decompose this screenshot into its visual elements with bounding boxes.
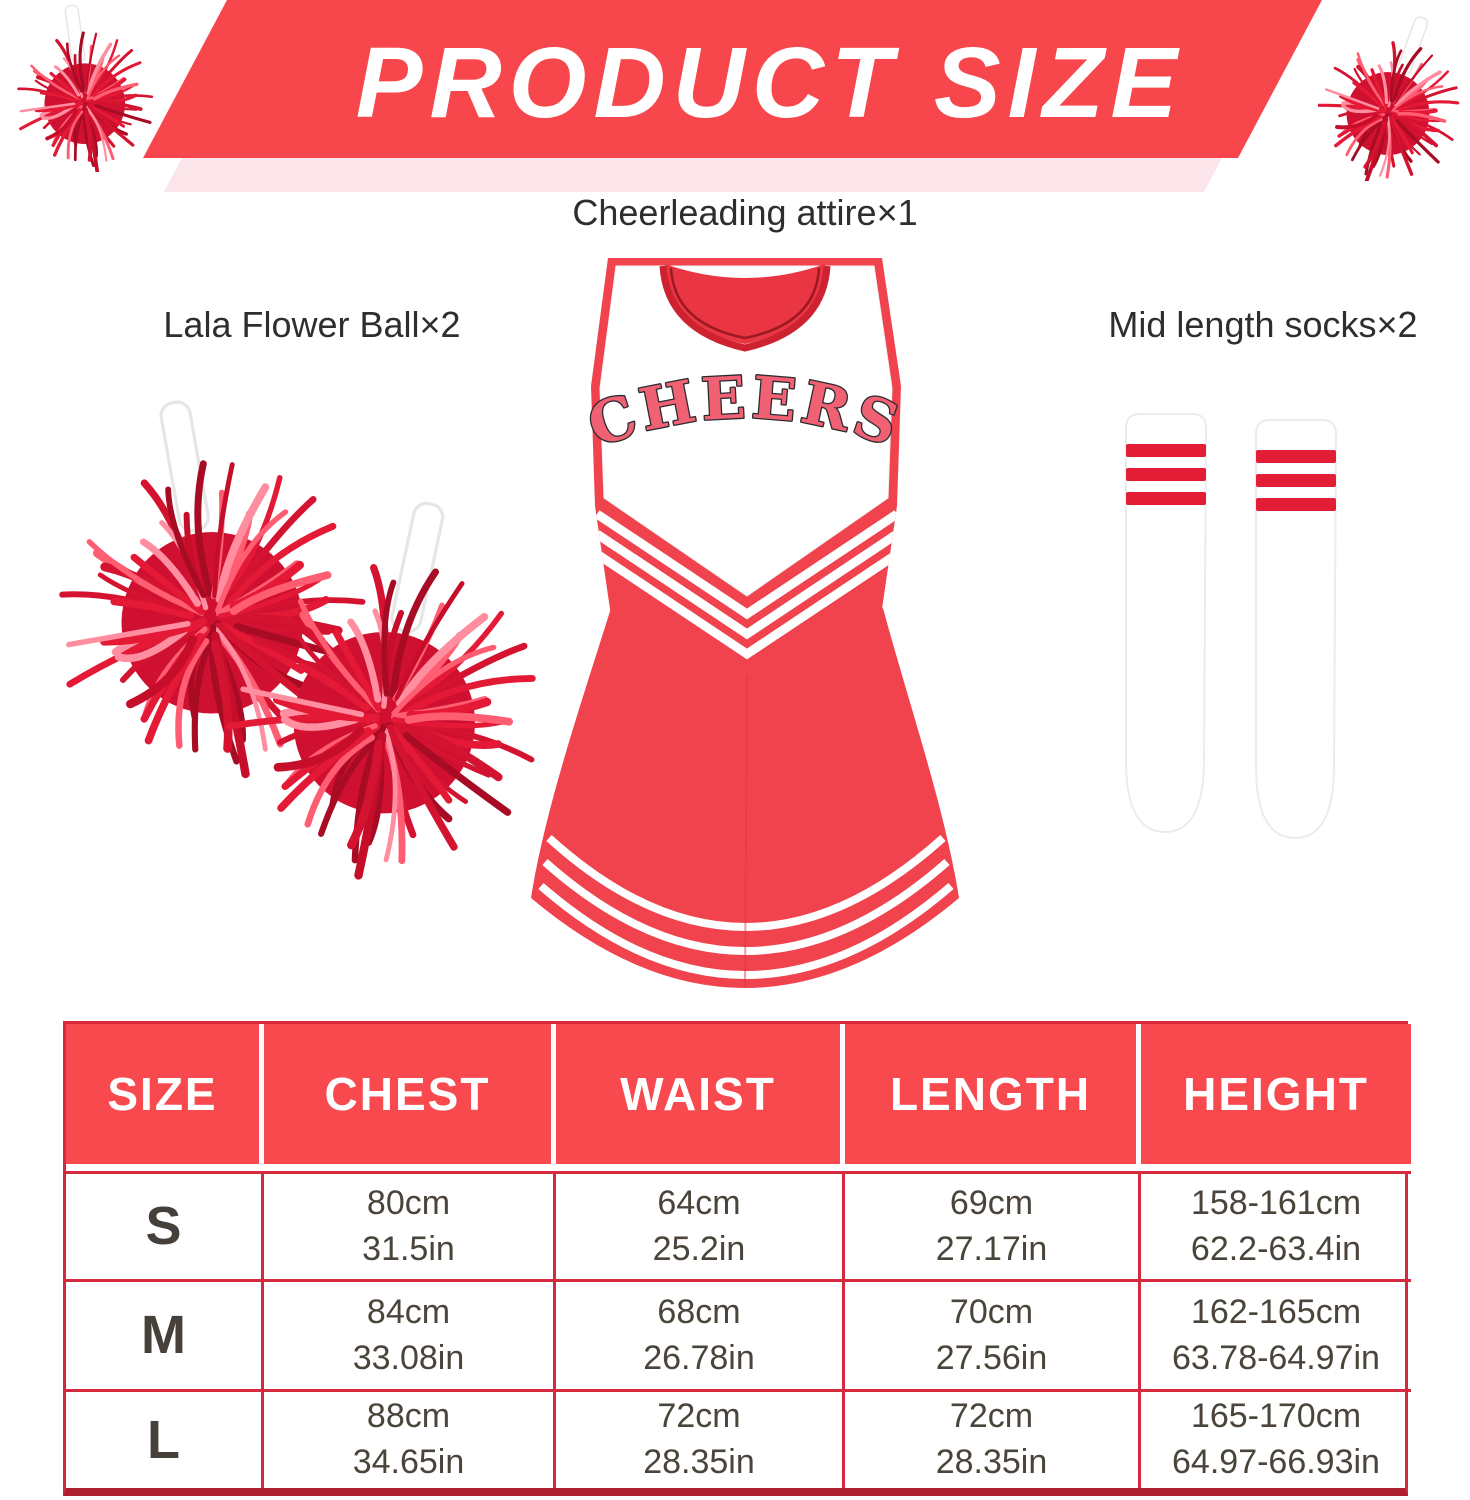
socks-label: Mid length socks×2 <box>1108 304 1418 345</box>
col-header-waist: WAIST <box>556 1024 845 1171</box>
size-table: SIZE CHEST WAIST LENGTH HEIGHT S 80cm 31… <box>63 1021 1411 1496</box>
row-l-size: L <box>66 1389 264 1488</box>
col-header-chest: CHEST <box>264 1024 556 1171</box>
row-m-chest: 84cm 33.08in <box>264 1279 556 1389</box>
row-l-chest: 88cm 34.65in <box>264 1389 556 1488</box>
pompom-decoration-top-right <box>1318 6 1468 181</box>
row-l-waist: 72cm 28.35in <box>556 1389 845 1488</box>
socks-image <box>1125 413 1337 839</box>
row-m-size: M <box>66 1279 264 1389</box>
page-title: PRODUCT SIZE <box>355 26 1185 139</box>
col-header-height: HEIGHT <box>1141 1024 1411 1171</box>
row-m-waist: 68cm 26.78in <box>556 1279 845 1389</box>
pompom-label: Lala Flower Ball×2 <box>163 304 461 345</box>
row-l-height: 165-170cm 64.97-66.93in <box>1141 1389 1411 1488</box>
row-s-length: 69cm 27.17in <box>845 1171 1141 1279</box>
row-m-height: 162-165cm 63.78-64.97in <box>1141 1279 1411 1389</box>
col-header-size: SIZE <box>66 1024 264 1171</box>
row-s-size: S <box>66 1171 264 1279</box>
dress-bodice <box>599 265 893 597</box>
row-m-length: 70cm 27.56in <box>845 1279 1141 1389</box>
chevron-stripes <box>594 510 900 660</box>
row-l-length: 72cm 28.35in <box>845 1389 1141 1488</box>
pompom-decoration-top-left <box>6 2 156 172</box>
attire-image: CHEERS <box>531 258 959 988</box>
hem-stripes <box>538 675 954 988</box>
col-header-length: LENGTH <box>845 1024 1141 1171</box>
row-s-chest: 80cm 31.5in <box>264 1171 556 1279</box>
dress-skirt <box>531 608 959 988</box>
pompoms-image <box>25 378 545 888</box>
row-s-height: 158-161cm 62.2-63.4in <box>1141 1171 1411 1279</box>
row-s-waist: 64cm 25.2in <box>556 1171 845 1279</box>
attire-label: Cheerleading attire×1 <box>572 192 918 233</box>
